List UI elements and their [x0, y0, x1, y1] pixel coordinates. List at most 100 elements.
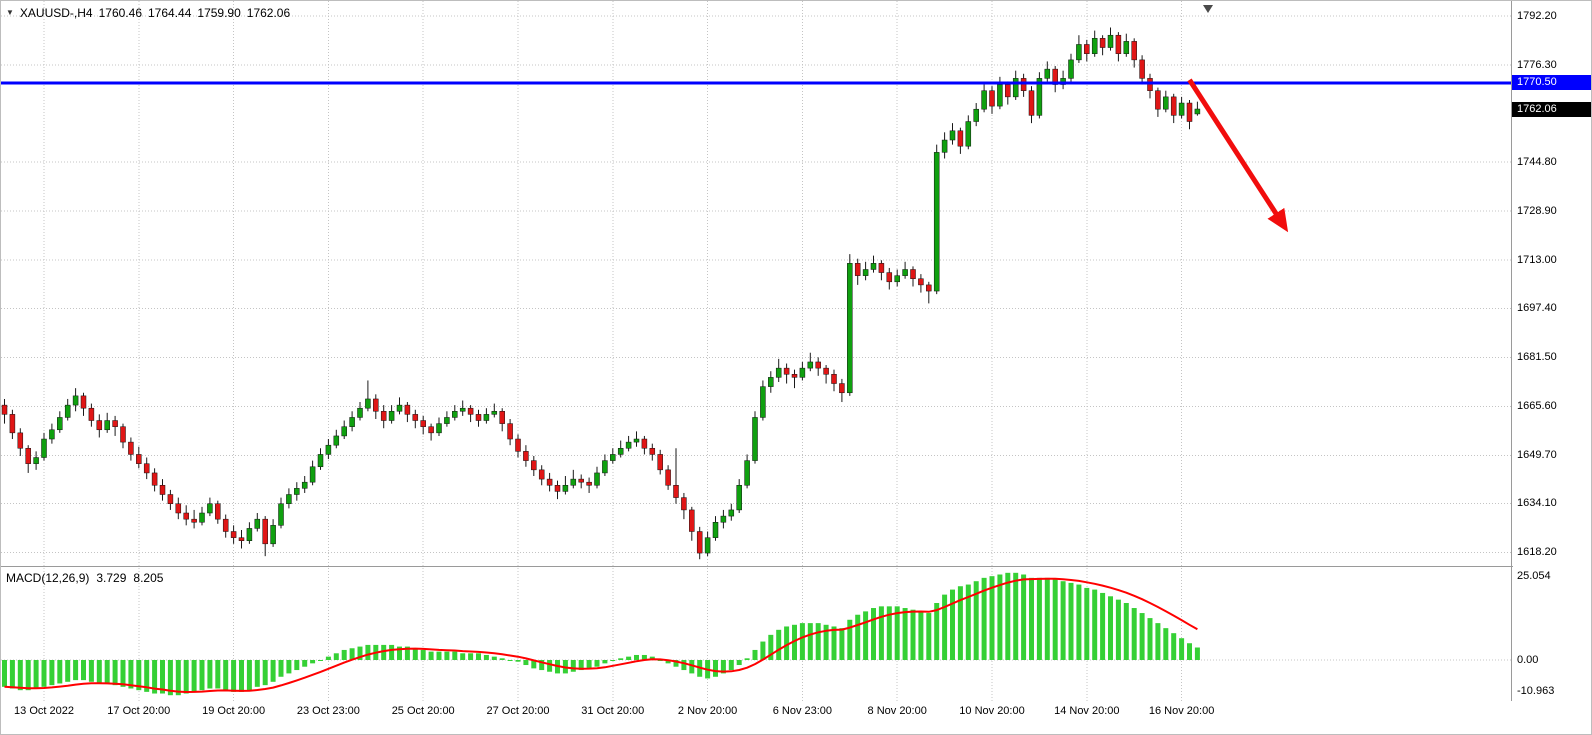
macd-histogram-bar [950, 589, 955, 660]
macd-histogram-bar [160, 660, 165, 694]
macd-histogram-bar [618, 658, 624, 660]
candle-bullish [1194, 108, 1201, 115]
candle-bullish [1107, 34, 1114, 48]
macd-histogram-bar [799, 623, 805, 660]
candle-bullish [965, 121, 972, 147]
symbol-dropdown-icon[interactable]: ▼ [6, 8, 14, 17]
price-axis-label: 1776.30 [1517, 59, 1557, 72]
candle-bullish [278, 503, 284, 526]
macd-histogram-bar [499, 658, 505, 660]
macd-histogram-bar [665, 660, 671, 664]
macd-histogram-bar [231, 660, 237, 692]
macd-histogram-bar [957, 586, 963, 660]
macd-histogram-bar [531, 660, 537, 669]
macd-histogram-bar [926, 613, 932, 660]
price-axis-label: 1713.00 [1517, 254, 1557, 267]
candle-bullish [902, 269, 908, 276]
candle-bullish [64, 404, 71, 418]
macd-signal-value: 8.205 [133, 571, 164, 585]
macd-histogram-bar [752, 649, 758, 660]
candle-bullish [1044, 68, 1051, 79]
macd-axis-label: 25.054 [1517, 569, 1551, 582]
price-axis-label: 1728.90 [1517, 205, 1557, 218]
candle-bearish [507, 423, 513, 440]
candle-bearish [1147, 78, 1153, 91]
candle-bullish [452, 411, 458, 418]
candle-bearish [9, 414, 16, 434]
macd-histogram-bar [981, 577, 987, 660]
candle-bullish [459, 407, 466, 412]
candle-bullish [1036, 78, 1043, 116]
macd-histogram-bar [539, 660, 545, 671]
macd-histogram-bar [325, 656, 331, 660]
candle-bearish [412, 414, 419, 421]
candle-bearish [578, 478, 584, 483]
macd-histogram-bar [1060, 581, 1066, 660]
candle-bearish [167, 494, 174, 505]
candle-bullish [949, 130, 956, 141]
price-axis-label: 1744.80 [1517, 156, 1557, 169]
candle-bearish [1186, 102, 1193, 122]
macd-histogram-bar [278, 660, 284, 677]
candle-bearish [791, 374, 798, 378]
candle-bullish [610, 454, 616, 461]
macd-histogram-bar [9, 660, 15, 689]
macd-histogram-bar [784, 626, 790, 660]
candle-bearish [546, 478, 553, 486]
arrow-object[interactable] [1187, 78, 1289, 233]
price-axis[interactable]: 1792.20 1776.30 1744.80 1728.90 1713.00 1697.… [1513, 1, 1591, 701]
time-axis-label: 2 Nov 20:00 [677, 705, 738, 717]
ohlc-open-value: 1760.46 [98, 6, 142, 20]
candle-bullish [1178, 102, 1185, 116]
candle-bullish [325, 444, 332, 455]
macd-histogram-bar [65, 660, 71, 682]
candle-bullish [317, 454, 324, 468]
macd-histogram-bar [894, 606, 900, 660]
candle-bearish [1020, 78, 1027, 91]
macd-histogram-bar [855, 614, 861, 660]
macd-histogram-bar [713, 660, 718, 677]
macd-histogram-bar [1123, 602, 1129, 660]
candle-bearish [657, 454, 663, 471]
macd-histogram-bar [681, 660, 687, 671]
macd-histogram-bar [886, 606, 892, 660]
macd-histogram-bar [965, 584, 971, 660]
candle-bullish [712, 522, 719, 538]
macd-histogram-bar [468, 653, 474, 660]
time-axis-label: 16 Nov 20:00 [1148, 705, 1215, 717]
candle-bearish [151, 472, 158, 486]
macd-histogram-bar [207, 660, 213, 689]
hline-price-tag: 1770.50 [1512, 75, 1591, 91]
candle-bullish [807, 361, 814, 369]
macd-histogram-bar [1092, 589, 1098, 660]
candle-bearish [420, 420, 426, 427]
time-axis-label: 10 Nov 20:00 [959, 705, 1025, 717]
candle-bearish [183, 512, 189, 520]
macd-histogram-bar [847, 619, 853, 660]
macd-histogram-bar [910, 609, 916, 660]
price-axis-label: 1649.70 [1517, 449, 1557, 462]
price-axis-label: 1681.50 [1517, 351, 1557, 364]
macd-histogram-bar [389, 644, 395, 660]
macd-histogram-bar [744, 658, 750, 660]
candle-bearish [910, 269, 916, 279]
time-axis-label: 14 Nov 20:00 [1054, 705, 1120, 717]
macd-histogram-bar [381, 644, 387, 660]
candle-bullish [752, 417, 758, 461]
candle-bearish [112, 420, 118, 427]
candle-bearish [136, 454, 142, 464]
time-axis[interactable]: 13 Oct 2022 17 Oct 20:00 19 Oct 20:00 23 Oc… [1, 701, 1591, 734]
candle-bearish [649, 448, 656, 455]
candle-bearish [878, 263, 885, 273]
macd-histogram-bar [839, 628, 845, 660]
candle-bullish [341, 426, 347, 437]
candle-bullish [49, 429, 55, 440]
candle-bearish [538, 469, 545, 480]
macd-histogram-bar [460, 653, 466, 660]
macd-histogram-bar [136, 660, 142, 691]
macd-histogram-bar [128, 660, 134, 689]
candle-bullish [602, 460, 608, 474]
macd-histogram-bar [144, 660, 150, 692]
candle-bullish [357, 407, 363, 418]
